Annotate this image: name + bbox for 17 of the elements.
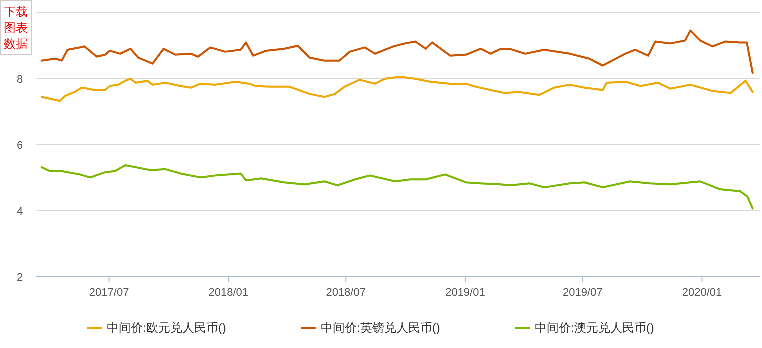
x-tick-label: 2019/07 <box>563 287 603 299</box>
legend-label: 中间价:欧元兑人民币() <box>107 321 226 336</box>
text: 下载图表数据 <box>4 5 28 51</box>
y-tick-label: 8 <box>16 74 24 86</box>
line-series <box>40 76 754 102</box>
line-series <box>40 30 754 74</box>
y-tick-label: 2 <box>16 272 24 284</box>
x-tick-label: 2018/01 <box>208 287 249 299</box>
y-tick-label: 6 <box>16 140 24 152</box>
x-tick-label: 2019/01 <box>446 287 486 299</box>
line-series <box>40 164 754 210</box>
legend-label: 中间价:澳元兑人民币() <box>535 321 654 336</box>
legend-label: 中间价:英镑兑人民币() <box>321 321 440 336</box>
x-tick-label: 2020/01 <box>682 287 722 299</box>
y-tick-label: 4 <box>16 206 24 218</box>
x-tick-label: 2018/07 <box>326 287 366 299</box>
x-tick-label: 2017/07 <box>89 287 130 299</box>
